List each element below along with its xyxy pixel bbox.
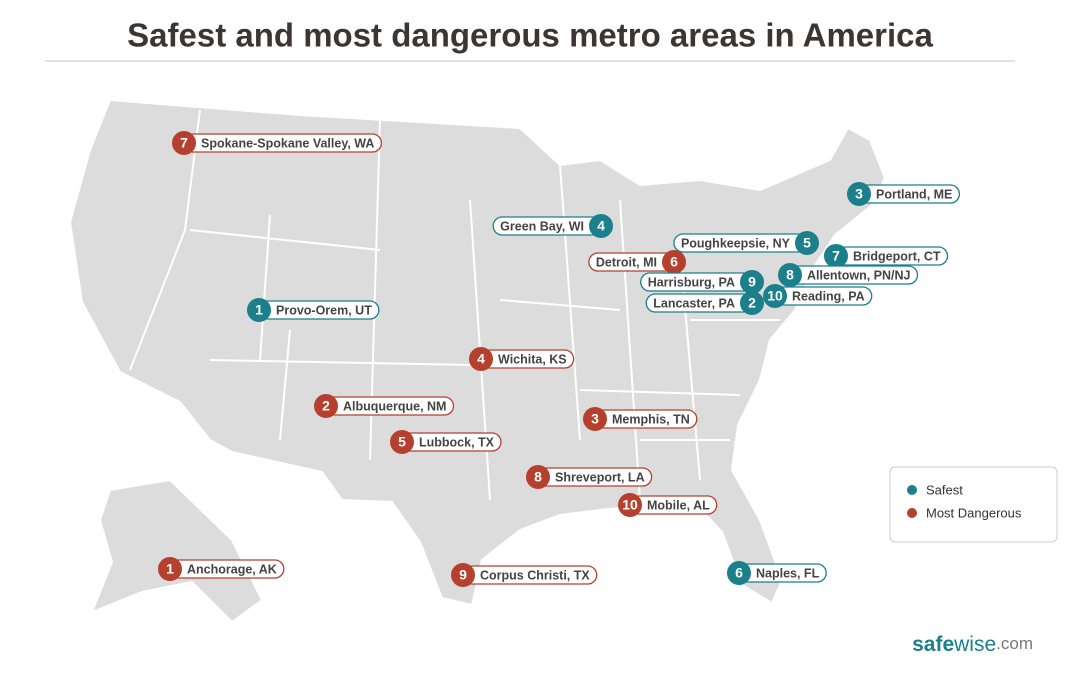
marker-dot	[778, 263, 802, 287]
marker-label: Bridgeport, CT	[853, 249, 941, 263]
marker-dot	[589, 214, 613, 238]
marker-dot	[662, 250, 686, 274]
marker-dot	[740, 270, 764, 294]
marker-dot	[247, 298, 271, 322]
marker: Corpus Christi, TX 9	[451, 563, 598, 587]
marker-rank: 10	[622, 497, 638, 513]
marker-rank: 6	[735, 565, 743, 581]
marker: Harrisburg, PA 9	[640, 270, 764, 294]
marker: Lubbock, TX 5	[390, 430, 502, 454]
marker-label: Anchorage, AK	[187, 562, 277, 576]
marker-dot	[618, 493, 642, 517]
marker: Provo-Orem, UT 1	[247, 298, 380, 322]
marker-rank: 9	[748, 274, 756, 290]
marker-dot	[824, 244, 848, 268]
marker-label: Reading, PA	[792, 289, 865, 303]
marker-dot	[763, 284, 787, 308]
marker-label: Lancaster, PA	[653, 296, 735, 310]
marker-rank: 2	[322, 398, 330, 414]
legend-swatch	[907, 485, 917, 495]
marker-rank: 6	[670, 254, 678, 270]
marker: Wichita, KS 4	[469, 347, 575, 371]
marker-rank: 10	[767, 288, 783, 304]
marker-rank: 5	[803, 235, 811, 251]
marker-dot	[847, 182, 871, 206]
marker: Bridgeport, CT 7	[824, 244, 949, 268]
marker-label: Spokane-Spokane Valley, WA	[201, 136, 374, 150]
marker: Reading, PA 10	[763, 284, 873, 308]
marker: Allentown, PN/NJ 8	[778, 263, 919, 287]
marker-label: Lubbock, TX	[419, 435, 495, 449]
marker-label: Albuquerque, NM	[343, 399, 446, 413]
marker-dot	[158, 557, 182, 581]
marker-label: Wichita, KS	[498, 352, 567, 366]
marker-rank: 7	[180, 135, 188, 151]
brand: safewise.com	[912, 633, 1033, 656]
marker-label: Allentown, PN/NJ	[807, 268, 911, 282]
marker-rank: 5	[398, 434, 406, 450]
marker-dot	[727, 561, 751, 585]
marker: Green Bay, WI 4	[492, 214, 613, 238]
marker-dot	[314, 394, 338, 418]
marker: Albuquerque, NM 2	[314, 394, 455, 418]
marker-rank: 8	[534, 469, 542, 485]
marker-rank: 2	[748, 295, 756, 311]
marker-dot	[795, 231, 819, 255]
marker-dot	[526, 465, 550, 489]
marker-dot	[469, 347, 493, 371]
marker: Shreveport, LA 8	[526, 465, 653, 489]
marker-dot	[172, 131, 196, 155]
marker-dot	[740, 291, 764, 315]
marker-rank: 4	[477, 351, 485, 367]
marker: Mobile, AL 10	[618, 493, 718, 517]
title: Safest and most dangerous metro areas in…	[127, 17, 933, 54]
marker-rank: 4	[597, 218, 605, 234]
legend-box	[889, 466, 1058, 543]
marker-rank: 3	[855, 186, 863, 202]
marker-rank: 1	[166, 561, 174, 577]
marker: Spokane-Spokane Valley, WA 7	[172, 131, 383, 155]
marker-rank: 8	[786, 267, 794, 283]
marker: Anchorage, AK 1	[158, 557, 285, 581]
marker: Portland, ME 3	[847, 182, 961, 206]
marker-label: Portland, ME	[876, 187, 952, 201]
marker: Naples, FL 6	[727, 561, 827, 585]
marker-label: Poughkeepsie, NY	[681, 236, 791, 250]
marker: Memphis, TN 3	[583, 407, 698, 431]
marker-label: Provo-Orem, UT	[276, 303, 372, 317]
marker-label: Naples, FL	[756, 566, 820, 580]
marker-label: Corpus Christi, TX	[480, 568, 590, 582]
marker: Lancaster, PA 2	[645, 291, 764, 315]
marker-dot	[451, 563, 475, 587]
marker-rank: 7	[832, 248, 840, 264]
legend: Safest Most Dangerous	[907, 482, 1022, 520]
marker-label: Detroit, MI	[596, 255, 657, 269]
marker-rank: 1	[255, 302, 263, 318]
marker: Poughkeepsie, NY 5	[673, 231, 819, 255]
brand-part: safe	[912, 633, 954, 656]
legend-swatch	[907, 508, 917, 518]
marker-label: Mobile, AL	[647, 498, 710, 512]
legend-label: Safest	[926, 482, 963, 497]
marker-dot	[583, 407, 607, 431]
brand-part: wise	[953, 633, 996, 656]
markers: Anchorage, AK 1 Albuquerque, NM 2 Memphis, T…	[158, 131, 961, 587]
marker-rank: 9	[459, 567, 467, 583]
marker: Detroit, MI 6	[588, 250, 686, 274]
brand-part: .com	[996, 634, 1033, 653]
marker-label: Harrisburg, PA	[648, 275, 735, 289]
marker-label: Memphis, TN	[612, 412, 690, 426]
marker-label: Shreveport, LA	[555, 470, 645, 484]
marker-dot	[390, 430, 414, 454]
marker-label: Green Bay, WI	[500, 219, 584, 233]
marker-rank: 3	[591, 411, 599, 427]
legend-label: Most Dangerous	[926, 505, 1022, 520]
